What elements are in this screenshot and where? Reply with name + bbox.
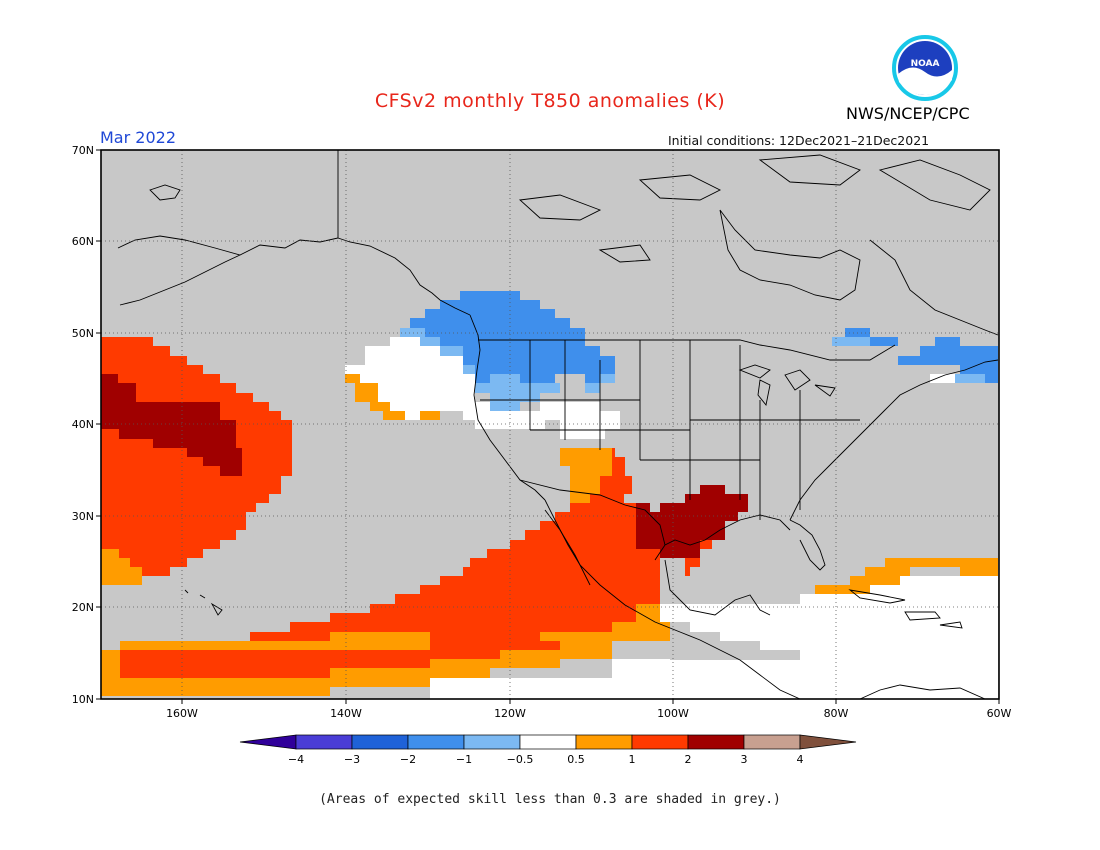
lat-label: 10N	[72, 693, 94, 706]
graticule	[101, 150, 999, 699]
lon-label: 160W	[166, 707, 198, 720]
skill-footnote: (Areas of expected skill less than 0.3 a…	[319, 792, 781, 807]
lon-label: 60W	[987, 707, 1012, 720]
legend-tick-label: 1	[629, 753, 636, 766]
lon-label: 100W	[657, 707, 689, 720]
legend-tick-label: 0.5	[567, 753, 585, 766]
legend-tick-label: 3	[741, 753, 748, 766]
noaa-logo-icon: NOAA	[892, 35, 958, 101]
chart-title: CFSv2 monthly T850 anomalies (K)	[374, 90, 726, 112]
northwest-cold-anomaly	[400, 291, 615, 411]
axis-ticks	[96, 149, 1000, 704]
legend-tick-label: 2	[685, 753, 692, 766]
legend-swatch	[351, 734, 409, 750]
legend-swatch	[687, 734, 745, 750]
legend-max-arrow	[799, 734, 857, 750]
legend-swatch	[519, 734, 577, 750]
legend-tick-label: −3	[344, 753, 360, 766]
lon-label: 140W	[330, 707, 362, 720]
anomaly-fields	[101, 291, 998, 699]
organization-label: NWS/NCEP/CPC	[846, 104, 970, 123]
lon-label: 80W	[824, 707, 849, 720]
color-legend: −4 −3 −2 −1 −0.5 0.5 1 2 3 4	[239, 734, 857, 766]
tropical-warm-anomaly	[101, 485, 660, 641]
legend-swatch	[631, 734, 689, 750]
pacific-strong-warm-anomaly	[101, 374, 242, 476]
northeast-cold-anomaly	[898, 337, 998, 383]
legend-swatch	[463, 734, 521, 750]
forecast-month-label: Mar 2022	[100, 128, 176, 147]
lat-label: 60N	[72, 235, 94, 248]
legend-tick-label: −4	[288, 753, 304, 766]
lat-label: 20N	[72, 601, 94, 614]
lat-label: 50N	[72, 327, 94, 340]
neutral-anomaly-area	[345, 337, 475, 420]
legend-tick-label: −2	[400, 753, 416, 766]
initial-conditions-label: Initial conditions: 12Dec2021–21Dec2021	[668, 133, 930, 148]
legend-swatch	[743, 734, 801, 750]
legend-swatch	[295, 734, 353, 750]
latitude-labels: 70N 60N 50N 40N 30N 20N 10N	[72, 144, 94, 706]
lat-label: 30N	[72, 510, 94, 523]
legend-tick-label: 4	[797, 753, 804, 766]
lon-label: 120W	[494, 707, 526, 720]
legend-tick-label: −1	[456, 753, 472, 766]
legend-swatch	[575, 734, 633, 750]
noaa-logo-text: NOAA	[911, 59, 940, 69]
lat-label: 70N	[72, 144, 94, 157]
lat-label: 40N	[72, 418, 94, 431]
coastlines	[117, 150, 999, 699]
legend-tick-label: −0.5	[507, 753, 534, 766]
longitude-labels: 160W 140W 120W 100W 80W 60W	[166, 707, 1011, 720]
legend-swatch	[407, 734, 465, 750]
legend-min-arrow	[239, 734, 297, 750]
